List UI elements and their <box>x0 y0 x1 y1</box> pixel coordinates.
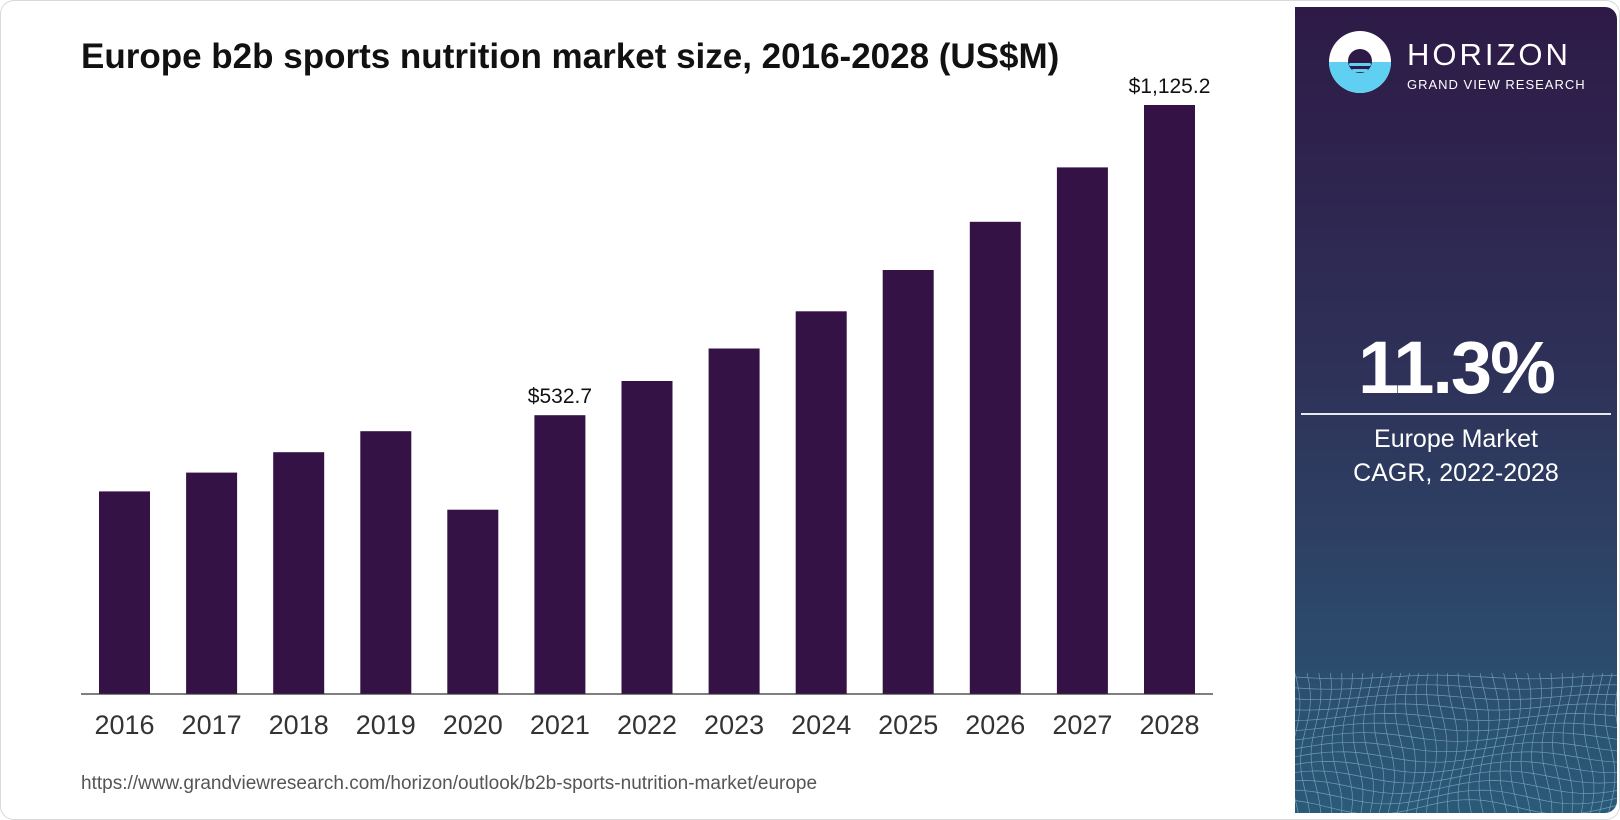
bar-2016 <box>99 491 150 694</box>
brand-subtitle: GRAND VIEW RESEARCH <box>1407 77 1586 92</box>
x-tick-label-2023: 2023 <box>704 710 764 740</box>
x-tick-label-2024: 2024 <box>791 710 851 740</box>
horizon-sun-icon <box>1329 31 1391 93</box>
bar-chart: 2016 2017 2018 2019 2020 2021 2022 2023 2024 2025… <box>81 75 1213 740</box>
bars-group <box>99 105 1195 695</box>
cagr-label-region: Europe Market <box>1374 425 1538 453</box>
cagr-label-period: CAGR, 2022-2028 <box>1353 459 1559 487</box>
cagr-divider <box>1301 413 1611 415</box>
x-tick-label-2025: 2025 <box>878 710 938 740</box>
x-tick-label-2016: 2016 <box>94 710 154 740</box>
bar-2028 <box>1144 105 1195 694</box>
x-tick-label-2020: 2020 <box>443 710 503 740</box>
bar-2018 <box>273 452 325 694</box>
x-tick-label-2027: 2027 <box>1052 710 1112 740</box>
horizon-logo: HORIZON GRAND VIEW RESEARCH <box>1329 31 1599 97</box>
brand-name: HORIZON <box>1407 37 1571 72</box>
side-panel: HORIZON GRAND VIEW RESEARCH 11.3% Europe… <box>1295 7 1617 813</box>
bar-2024 <box>795 311 847 694</box>
mesh-wave-graphic <box>1295 673 1617 813</box>
x-tick-label-2018: 2018 <box>269 710 329 740</box>
data-labels: $532.7 $1,125.2 <box>528 75 1211 408</box>
x-tick-label-2021: 2021 <box>530 710 590 740</box>
source-url[interactable]: https://www.grandviewresearch.com/horizo… <box>81 773 818 794</box>
data-label-2021: $532.7 <box>528 385 592 408</box>
bar-2022 <box>621 381 673 694</box>
cagr-value: 11.3% <box>1358 326 1556 409</box>
bar-2021 <box>534 415 586 694</box>
bar-2017 <box>186 472 238 694</box>
x-tick-label-2019: 2019 <box>356 710 416 740</box>
bar-2025 <box>882 270 934 694</box>
bar-2026 <box>969 221 1021 695</box>
x-tick-label-2028: 2028 <box>1139 710 1199 740</box>
chart-title: Europe b2b sports nutrition market size,… <box>81 37 1060 76</box>
x-tick-label-2026: 2026 <box>965 710 1025 740</box>
x-tick-label-2022: 2022 <box>617 710 677 740</box>
bar-2020 <box>447 509 499 694</box>
x-tick-labels: 2016 2017 2018 2019 2020 2021 2022 2023 2024 2025… <box>94 710 1199 740</box>
data-label-2028: $1,125.2 <box>1129 75 1211 98</box>
bar-2023 <box>708 348 760 694</box>
bar-2019 <box>360 431 412 694</box>
x-tick-label-2017: 2017 <box>182 710 242 740</box>
bar-2027 <box>1056 167 1108 694</box>
